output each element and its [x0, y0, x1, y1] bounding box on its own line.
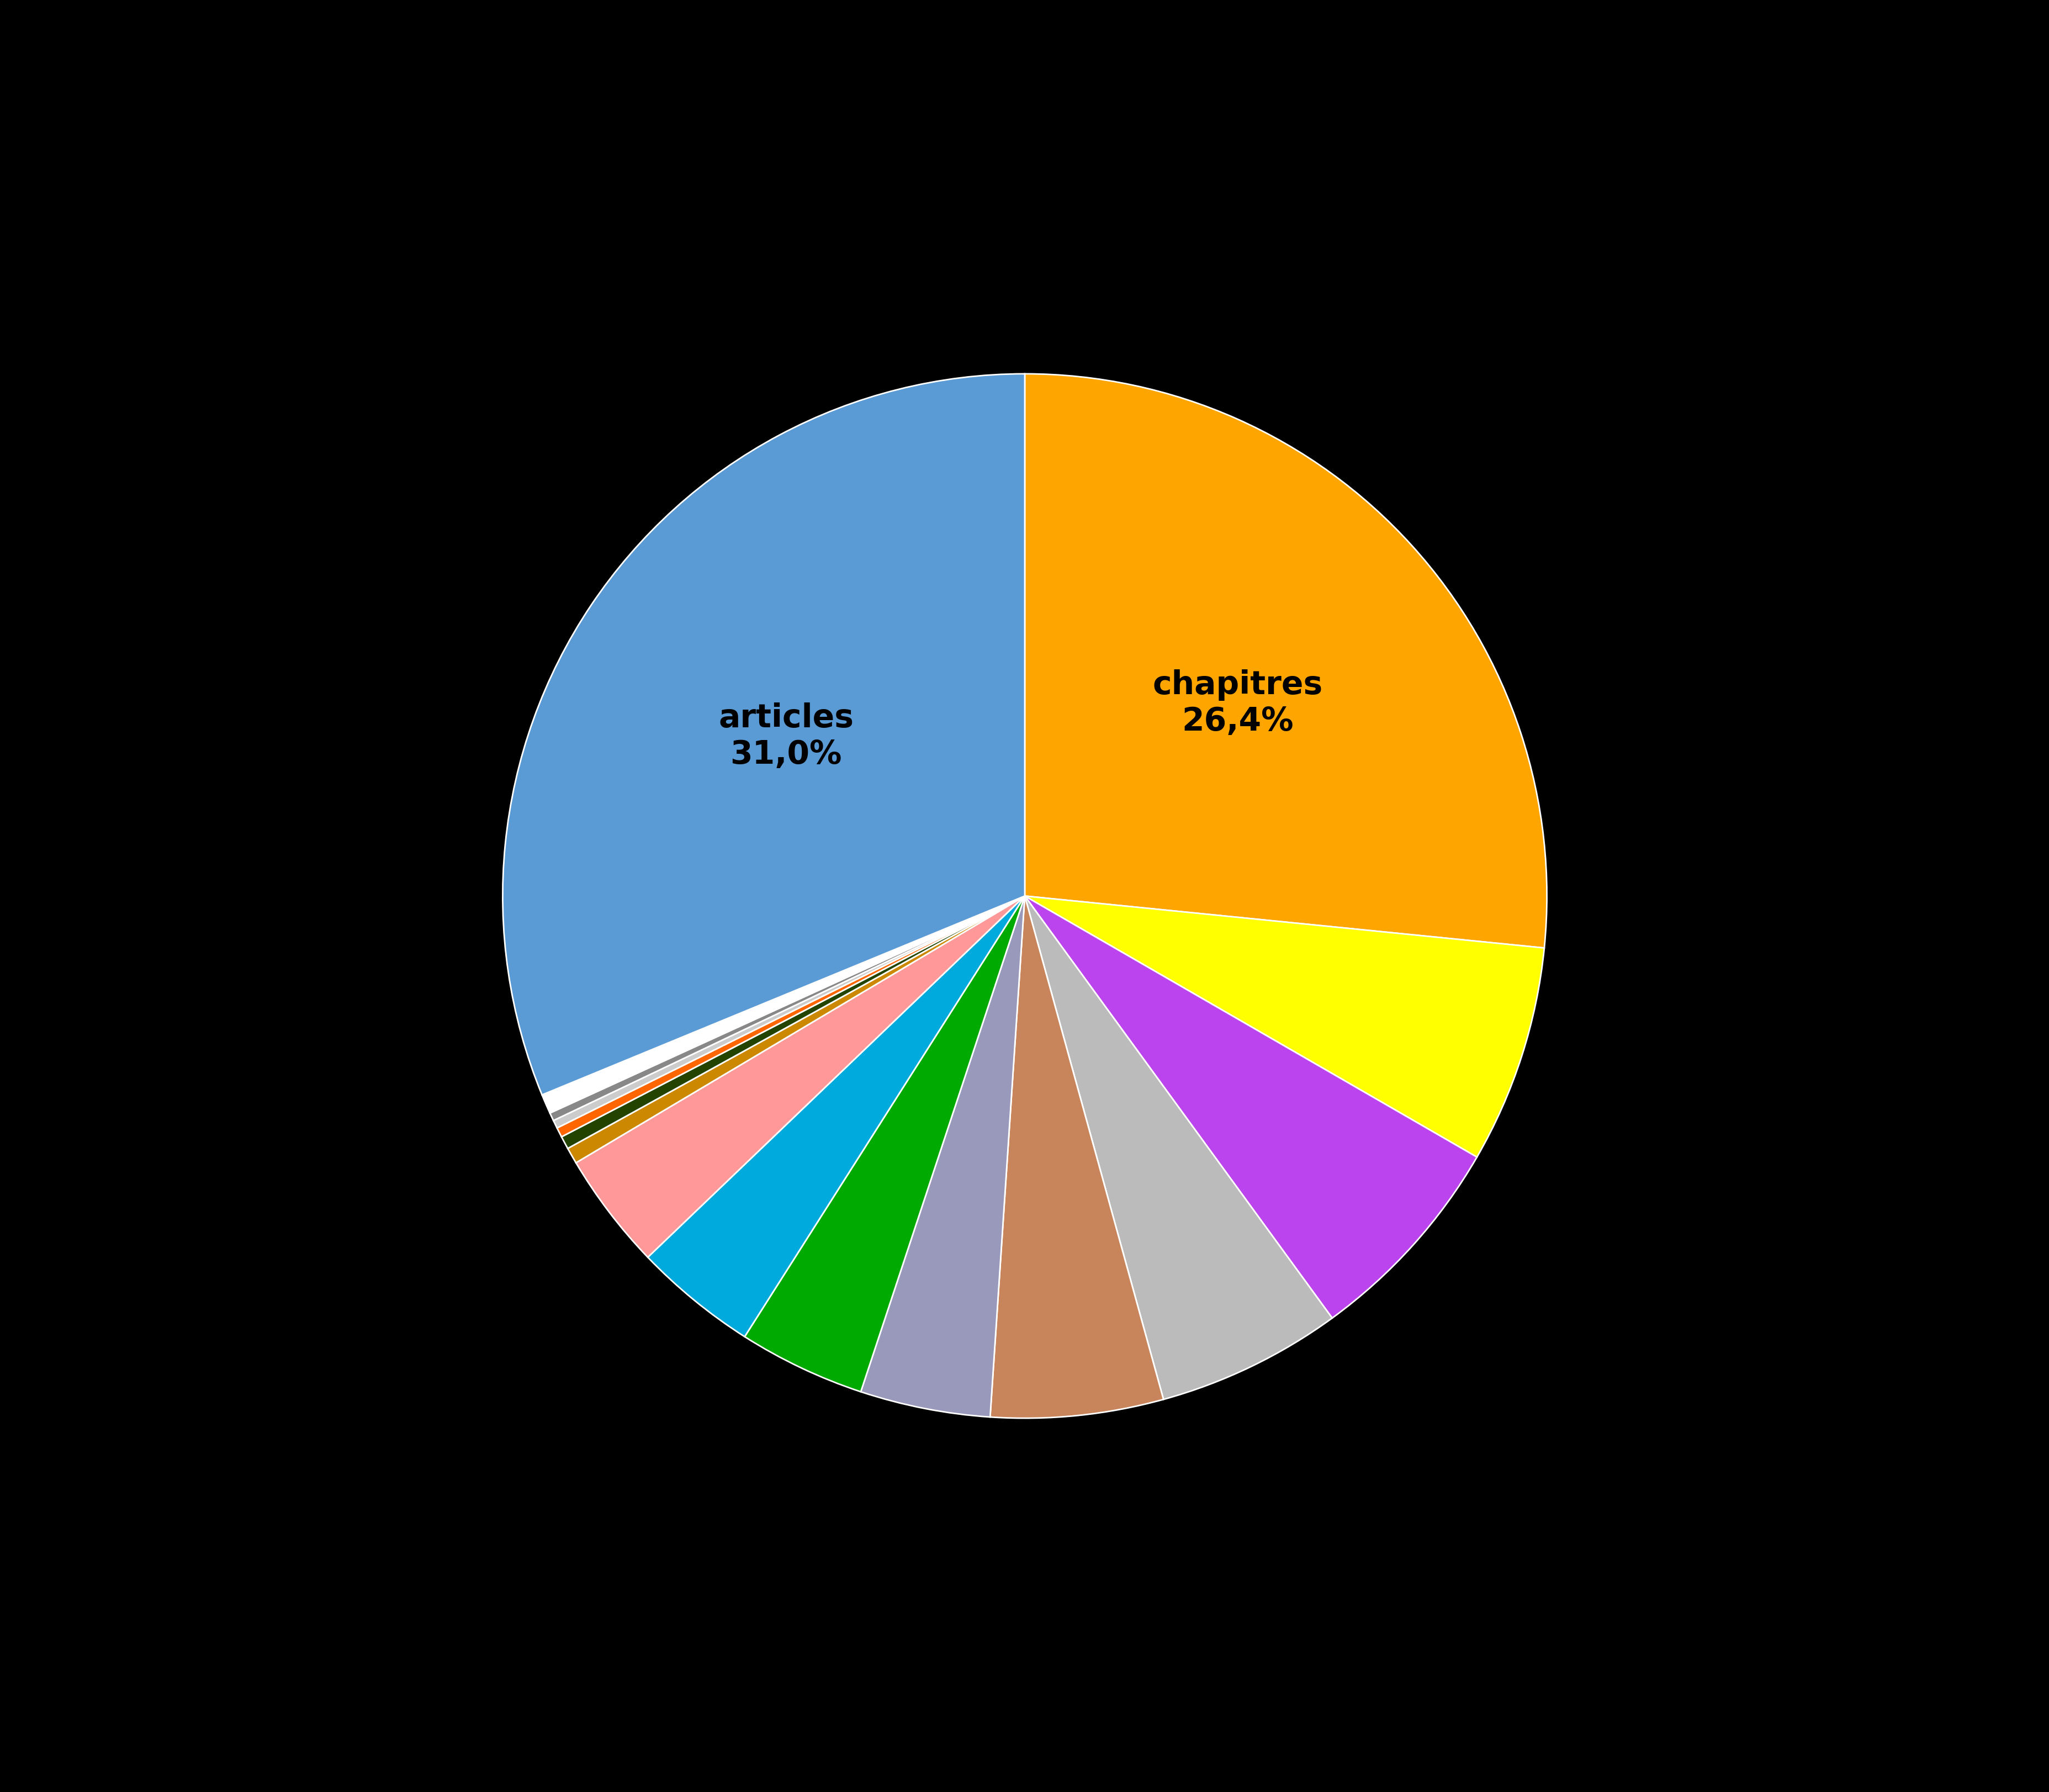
Wedge shape [1024, 896, 1543, 1158]
Wedge shape [1024, 375, 1547, 948]
Wedge shape [549, 896, 1024, 1120]
Wedge shape [1024, 896, 1332, 1400]
Wedge shape [861, 896, 1024, 1417]
Wedge shape [561, 896, 1024, 1149]
Wedge shape [1024, 896, 1477, 1319]
Text: notices
6,6%: notices 6,6% [1498, 1296, 1604, 1349]
Wedge shape [568, 896, 1024, 1163]
Text: ouvrages
5,3%: ouvrages 5,3% [1088, 1503, 1225, 1557]
Wedge shape [744, 896, 1024, 1392]
Wedge shape [576, 896, 1024, 1258]
Text: dir
ouvrage
3,9%: dir ouvrage 3,9% [617, 1495, 723, 1572]
Text: CR
5,7%: CR 5,7% [1301, 1443, 1373, 1496]
Text: chapitres
26,4%: chapitres 26,4% [1152, 670, 1322, 737]
Wedge shape [557, 896, 1024, 1136]
Wedge shape [541, 896, 1024, 1113]
Wedge shape [553, 896, 1024, 1127]
Text: dir revue
3,6%: dir revue 3,6% [346, 1297, 463, 1348]
Wedge shape [502, 375, 1024, 1095]
Text: doc
travail
3,8%: doc travail 3,8% [494, 1403, 578, 1480]
Text: articles
31,0%: articles 31,0% [719, 702, 854, 771]
Text: rapports
6,7%: rapports 6,7% [1631, 1064, 1758, 1118]
Wedge shape [990, 896, 1164, 1417]
Text: articles
de blog
4,0%: articles de blog 4,0% [793, 1550, 889, 1627]
Wedge shape [647, 896, 1024, 1337]
